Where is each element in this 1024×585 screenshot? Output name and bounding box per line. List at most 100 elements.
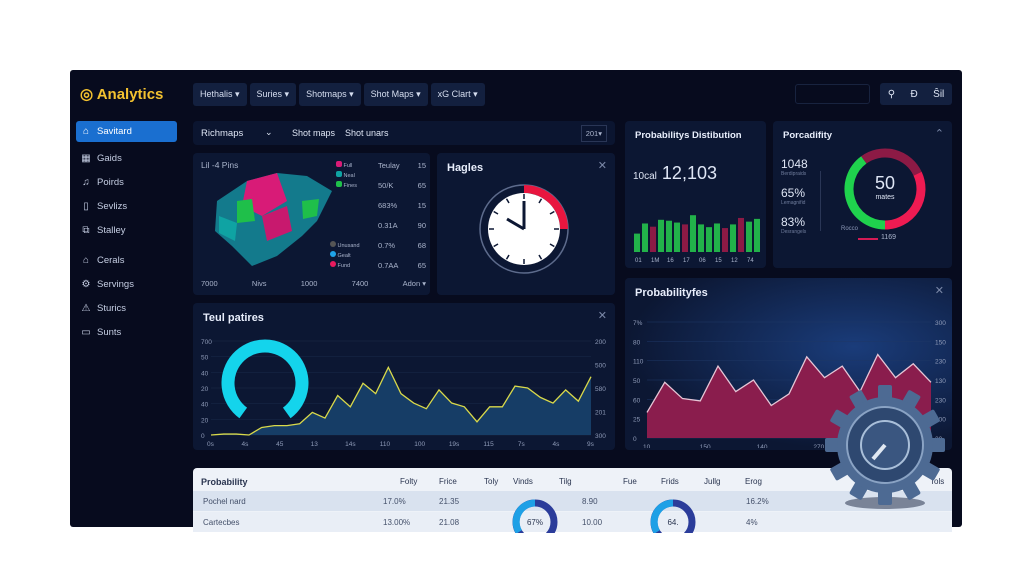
map-region xyxy=(237,199,255,223)
note-line xyxy=(858,238,878,240)
y-tick-label: 40 xyxy=(201,370,209,377)
settings-icon: ⚙ xyxy=(81,279,91,290)
clock-title: Hagles xyxy=(447,162,484,174)
sidebar-item-servings[interactable]: ⚙ Servings xyxy=(76,274,177,295)
close-icon[interactable]: ✕ xyxy=(934,285,944,297)
close-icon[interactable]: ✕ xyxy=(597,310,607,322)
series-line xyxy=(646,353,932,413)
year-select[interactable]: 201▾ xyxy=(580,125,607,142)
stat-label: 50/K xyxy=(378,181,394,190)
stat-value: 65 xyxy=(417,181,426,190)
donut-slice xyxy=(884,171,926,230)
x-tick-label: 100 xyxy=(414,441,425,448)
column-header[interactable]: Tilg xyxy=(559,477,572,486)
bar xyxy=(650,226,656,252)
table-row[interactable]: Cartecbes 13.00% 21.08 10.00 4% xyxy=(193,512,952,532)
stat-label: 683% xyxy=(378,201,398,210)
shot-maps-link[interactable]: Shot maps xyxy=(292,128,336,138)
distribution-panel: Probabilitys Distibution 10cal 12,103 01… xyxy=(625,121,766,268)
bar xyxy=(730,224,736,252)
y-tick-label: 0 xyxy=(633,436,637,443)
gauge-label: 64. xyxy=(667,518,678,527)
stat-label: Lemagnifid xyxy=(781,200,806,206)
bar xyxy=(690,215,696,252)
column-header[interactable]: Folty xyxy=(400,477,418,486)
stat-value: 1048 xyxy=(781,157,808,171)
stat-value: 65 xyxy=(417,261,426,270)
stat-label: 0.7% xyxy=(378,241,396,250)
sidebar-item-stalley[interactable]: ⧉ Stalley xyxy=(76,220,177,241)
sidebar-item-poirds[interactable]: ♫ Poirds xyxy=(76,172,177,193)
column-header[interactable]: Jullg xyxy=(704,477,721,486)
sidebar-item-sunts[interactable]: ▭ Sunts xyxy=(76,322,177,343)
x-tick-label: 12 xyxy=(731,258,738,264)
column-header[interactable]: Vinds xyxy=(513,477,533,486)
footer-label: Nivs xyxy=(251,279,267,288)
x-tick-label: 0s xyxy=(207,441,215,448)
table-cell: 4% xyxy=(746,518,758,527)
table-cell: 17.0% xyxy=(383,497,406,506)
y-tick-label-right: 201 xyxy=(595,410,606,417)
sidebar-item-cerals[interactable]: ⌂ Cerals xyxy=(76,250,177,271)
x-tick-label: 1M xyxy=(651,258,659,264)
sidebar-item-sturics[interactable]: ⚠ Sturics xyxy=(76,298,177,319)
x-tick-label: 4s xyxy=(552,441,560,448)
sidebar-item-sevlizs[interactable]: ▯ Sevlizs xyxy=(76,196,177,217)
table-row[interactable]: Pochel nard 17.0% 21.35 8.90 16.2% xyxy=(193,491,952,511)
column-header[interactable]: Fue xyxy=(623,477,637,486)
column-header[interactable]: Erog xyxy=(745,477,762,486)
close-icon[interactable]: ✕ xyxy=(597,160,607,172)
legend-label: Fines xyxy=(343,183,357,189)
column-header[interactable]: Tols xyxy=(930,477,945,486)
sidebar-item-label: Sturics xyxy=(97,303,127,314)
clock-panel: Hagles ✕ xyxy=(437,153,615,295)
search-icon[interactable]: ⚲ xyxy=(887,88,896,100)
folder-icon: ▭ xyxy=(81,327,91,338)
x-tick-label: 270 xyxy=(813,444,824,448)
porcadifity-title: Porcadifity xyxy=(783,130,833,141)
column-header[interactable]: Frice xyxy=(439,477,457,486)
search-input[interactable] xyxy=(795,84,870,104)
footer-label[interactable]: Adon ▾ xyxy=(402,279,426,288)
column-header[interactable]: Probability xyxy=(201,477,248,487)
shot-unars-link[interactable]: Shot unars xyxy=(345,128,389,138)
x-tick-label: 13 xyxy=(311,441,319,448)
column-header[interactable]: Frids xyxy=(661,477,679,486)
richmaps-dropdown[interactable]: Richmaps xyxy=(201,128,244,139)
sidebar-item-gaids[interactable]: ▦ Gaids xyxy=(76,148,177,169)
legend-label: Neal xyxy=(343,173,355,179)
bar xyxy=(754,218,760,252)
stat-row: 683% 15 xyxy=(378,201,426,221)
legend-item: Gealt xyxy=(330,251,360,261)
map-region xyxy=(302,199,319,219)
column-header[interactable]: Toly xyxy=(484,477,499,486)
x-tick-label: 110 xyxy=(380,441,391,448)
chevron-down-icon[interactable]: ⌄ xyxy=(265,127,273,137)
map-title: Lil -4 Pins xyxy=(201,160,239,170)
table-cell: 21.35 xyxy=(439,497,460,506)
sidebar-item-label: Sunts xyxy=(97,327,122,338)
sidebar-item-label: Sevlizs xyxy=(97,201,128,212)
nav-tab[interactable]: Suries ▾ xyxy=(249,83,297,106)
map-footer: 7000 Nivs 1000 7400 Adon ▾ xyxy=(201,279,426,288)
table-cell: Cartecbes xyxy=(203,518,240,527)
stat-value: 15 xyxy=(417,161,426,170)
divider xyxy=(820,171,821,231)
nav-tab[interactable]: xG Clart ▾ xyxy=(430,83,485,106)
region-map[interactable] xyxy=(207,161,337,271)
collapse-icon[interactable]: ⌃ xyxy=(934,128,944,140)
x-tick-label: 74 xyxy=(747,258,754,264)
sidebar-item-savitard[interactable]: ⌂ Savitard xyxy=(76,121,177,142)
sidebar-item-label: Gaids xyxy=(97,153,122,164)
document-icon[interactable]: Ð xyxy=(910,88,918,100)
sidebar-item-label: Savitard xyxy=(97,126,132,137)
y-tick-label: 7% xyxy=(633,320,643,327)
map-legend: Full Neal Fines xyxy=(336,161,357,191)
chart-icon[interactable]: Ŝil xyxy=(933,88,945,100)
nav-tab[interactable]: Shot Maps ▾ xyxy=(363,83,428,106)
nav-tab[interactable]: Hethalis ▾ xyxy=(193,83,247,106)
y-tick-label: 20 xyxy=(201,417,209,424)
clock-icon xyxy=(479,184,569,274)
nav-tab[interactable]: Shotmaps ▾ xyxy=(299,83,361,106)
